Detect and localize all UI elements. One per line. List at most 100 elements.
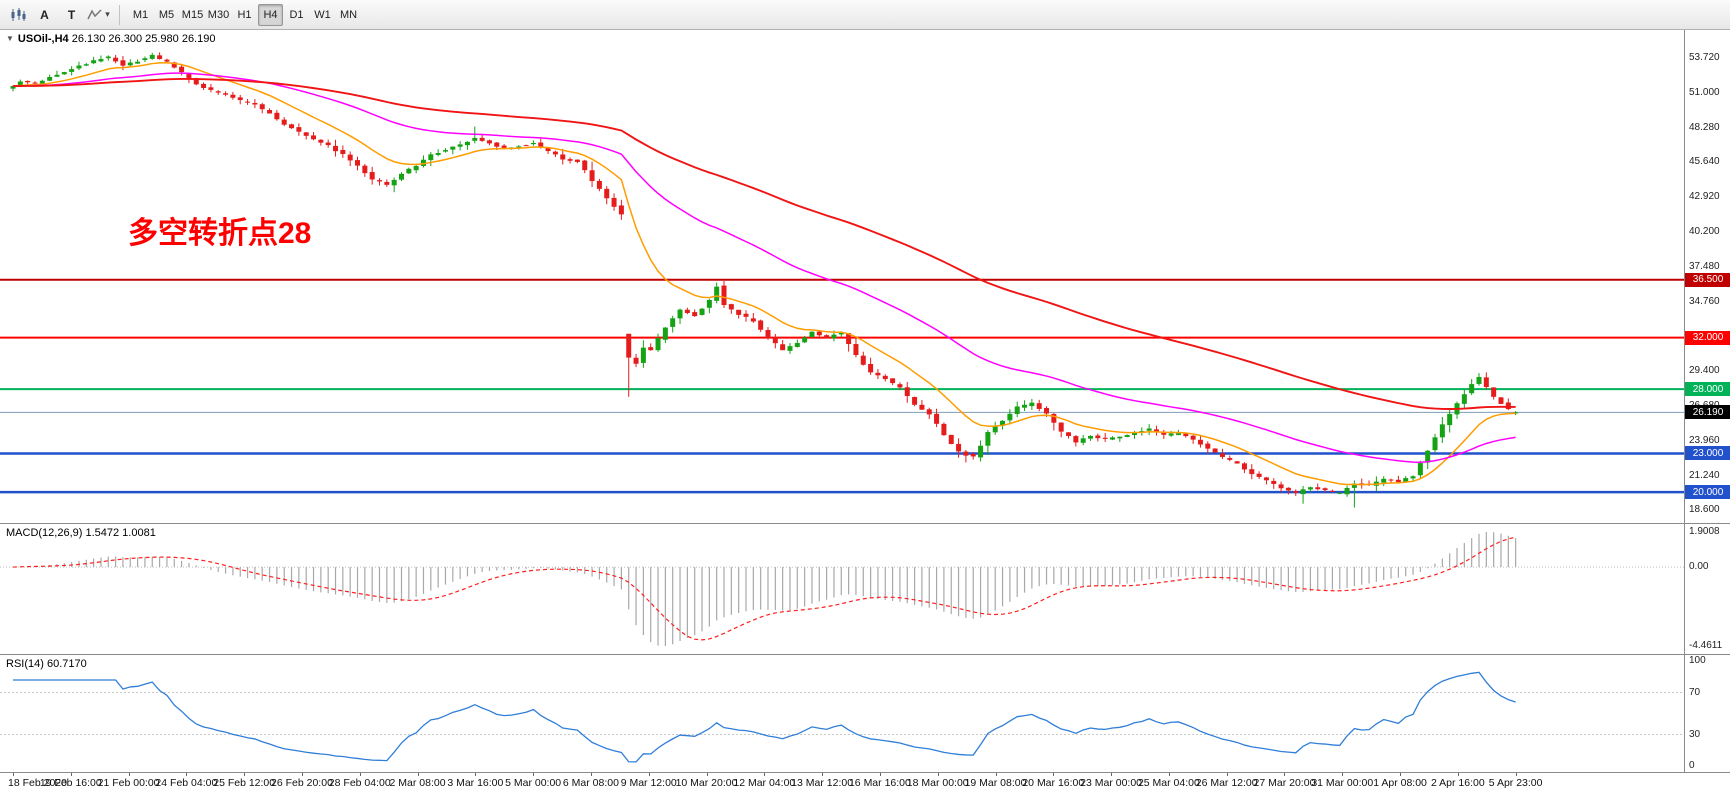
price-axis-label: 29.400: [1689, 365, 1720, 377]
price-axis-label: 37.480: [1689, 261, 1720, 273]
time-tick: [301, 773, 303, 776]
time-axis-label: 21 Feb 00:00: [97, 777, 160, 789]
time-axis-label: 2 Mar 08:00: [389, 777, 446, 789]
price-axis-label: 21.240: [1689, 470, 1720, 482]
timeframe-m5-button[interactable]: M5: [154, 4, 179, 26]
time-axis[interactable]: 18 Feb 2020 19 Feb 16:00 21 Feb 00:00 24 Fe…: [0, 773, 1730, 792]
time-axis-label: 1 Apr 08:00: [1373, 777, 1427, 789]
rsi-scale-label: 30: [1689, 728, 1701, 740]
main-plot-area: ▼ USOil-,H4 26.130 26.300 25.980 26.190 多…: [0, 30, 1684, 523]
timeframe-group: M1 M5 M15 M30 H1 H4 D1 W1 MN: [128, 3, 361, 26]
time-tick: [937, 773, 939, 776]
price-axis-label: 42.920: [1689, 191, 1720, 203]
macd-panel: MACD(12,26,9) 1.5472 1.0081 1.9008 0.00 -4…: [0, 524, 1730, 655]
price-axis-label: 23.960: [1689, 435, 1720, 447]
time-tick: [879, 773, 881, 776]
time-axis-label: 19 Mar 08:00: [964, 777, 1027, 789]
time-axis-label: 3 Mar 16:00: [447, 777, 504, 789]
timeframe-m15-button[interactable]: M15: [180, 4, 205, 26]
one-click-trading-toggle-icon[interactable]: ▼: [6, 34, 14, 43]
macd-axis[interactable]: 1.9008 0.00 -4.4611: [1684, 524, 1730, 654]
rsi-label: RSI(14) 60.7170: [6, 658, 87, 670]
price-axis[interactable]: 53.720 51.000 48.280 45.640 42.920 40.200 37.4…: [1684, 30, 1730, 523]
symbol-period-label: USOil-,H4: [17, 33, 69, 45]
bar-chart-icon: [10, 7, 26, 22]
time-tick: [764, 773, 766, 776]
time-axis-label: 10 Mar 20:00: [675, 777, 738, 789]
time-tick: [359, 773, 361, 776]
time-tick: [475, 773, 477, 776]
time-axis-label: 13 Mar 12:00: [791, 777, 854, 789]
chart-window: ▼ USOil-,H4 26.130 26.300 25.980 26.190 多…: [0, 30, 1730, 792]
level-price-tag: 23.000: [1685, 446, 1730, 461]
time-axis-label: 2 Apr 16:00: [1430, 777, 1485, 789]
time-tick: [1284, 773, 1286, 776]
time-axis-label: 18 Feb 2020: [8, 777, 67, 789]
time-tick: [995, 773, 997, 776]
time-axis-label: 23 Mar 00:00: [1080, 777, 1143, 789]
rsi-canvas[interactable]: [0, 655, 1684, 772]
macd-plot-area: MACD(12,26,9) 1.5472 1.0081: [0, 524, 1684, 654]
time-axis-label: 20 Mar 16:00: [1022, 777, 1085, 789]
time-axis-label: 24 Feb 04:00: [155, 777, 218, 789]
time-axis-label: 26 Mar 12:00: [1195, 777, 1258, 789]
rsi-scale-label: 0: [1689, 760, 1695, 771]
time-tick: [533, 773, 535, 776]
time-tick: [13, 773, 14, 776]
zigzag-indicator-icon: [87, 8, 103, 21]
time-tick: [244, 773, 246, 776]
rsi-panel: RSI(14) 60.7170 100 70 30 0: [0, 655, 1730, 773]
time-tick: [186, 773, 188, 776]
time-axis-label: 28 Feb 04:00: [328, 777, 391, 789]
timeframe-m1-button[interactable]: M1: [128, 4, 153, 26]
timeframe-mn-button[interactable]: MN: [336, 4, 361, 26]
time-axis-label: 5 Apr 23:00: [1488, 777, 1543, 789]
level-price-tag: 36.500: [1685, 272, 1730, 287]
timeframe-w1-button[interactable]: W1: [310, 4, 335, 26]
text-tool-button[interactable]: A: [32, 4, 57, 26]
level-price-tag: 32.000: [1685, 330, 1730, 345]
chart-annotation-text: 多空转折点28: [128, 217, 312, 250]
toolbar-separator: [119, 4, 120, 25]
chart-window-button[interactable]: [5, 4, 30, 26]
chart-title: ▼ USOil-,H4 26.130 26.300 25.980 26.190: [6, 33, 215, 45]
time-tick: [1515, 773, 1517, 776]
level-price-tag: 20.000: [1685, 485, 1730, 500]
timeframe-d1-button[interactable]: D1: [284, 4, 309, 26]
time-tick: [1400, 773, 1402, 776]
macd-canvas[interactable]: [0, 524, 1684, 654]
time-axis-label: 25 Feb 12:00: [213, 777, 276, 789]
time-tick: [1111, 773, 1113, 776]
timeframe-m30-button[interactable]: M30: [206, 4, 231, 26]
caret-down-icon: ▾: [105, 9, 110, 19]
time-axis-label: 27 Mar 20:00: [1253, 777, 1316, 789]
time-tick: [1342, 773, 1344, 776]
rsi-axis[interactable]: 100 70 30 0: [1684, 655, 1730, 772]
macd-scale-min: -4.4611: [1689, 640, 1723, 651]
time-tick: [1053, 773, 1055, 776]
bid-price-tag: 26.190: [1685, 405, 1730, 420]
main-chart-canvas[interactable]: [0, 30, 1684, 523]
main-price-panel: ▼ USOil-,H4 26.130 26.300 25.980 26.190 多…: [0, 30, 1730, 524]
indicators-dropdown-button[interactable]: ▾: [86, 4, 111, 26]
time-tick: [70, 773, 72, 776]
text-label-tool-button[interactable]: T: [59, 4, 84, 26]
price-axis-label: 53.720: [1689, 52, 1720, 64]
ohlc-values-label: 26.130 26.300 25.980 26.190: [71, 33, 216, 45]
time-tick: [590, 773, 592, 776]
level-price-tag: 28.000: [1685, 382, 1730, 397]
time-tick: [706, 773, 708, 776]
time-axis-label: 18 Mar 00:00: [906, 777, 969, 789]
rsi-scale-label: 70: [1689, 686, 1701, 698]
time-axis-label: 9 Mar 12:00: [620, 777, 677, 789]
price-axis-label: 34.760: [1689, 296, 1720, 308]
price-axis-label: 48.280: [1689, 122, 1720, 134]
time-tick: [128, 773, 130, 776]
toolbar: A T ▾ M1 M5 M15 M30 H1 H4 D1 W1 MN: [0, 0, 1730, 30]
timeframe-h1-button[interactable]: H1: [232, 4, 257, 26]
price-axis-label: 45.640: [1689, 156, 1720, 168]
timeframe-h4-button[interactable]: H4: [258, 3, 283, 26]
time-tick: [822, 773, 824, 776]
time-tick: [1168, 773, 1170, 776]
price-axis-label: 51.000: [1689, 87, 1720, 99]
